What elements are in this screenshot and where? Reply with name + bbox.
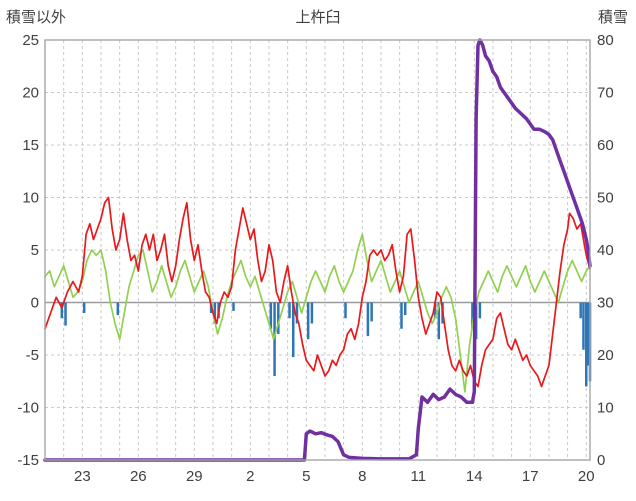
right-axis-tick: 50 [597,190,614,207]
chart-title: 上杵臼 [295,9,341,26]
x-axis-tick: 17 [522,468,539,485]
right-axis-tick: 20 [597,347,614,364]
right-axis-tick: 30 [597,295,614,312]
x-axis-tick: 14 [466,468,483,485]
right-axis-tick: 60 [597,137,614,154]
series-green-line [44,233,591,393]
plot-border [44,39,591,461]
left-axis-tick: -15 [17,452,39,469]
x-axis-tick: 2 [246,468,254,485]
x-axis-tick: 11 [410,468,426,485]
left-axis-tick: 0 [31,295,39,312]
right-axis-tick: 0 [597,452,605,469]
left-axis-title: 積雪以外 [6,9,67,26]
gridlines [45,39,590,460]
left-axis-tick: 15 [22,137,39,154]
x-axis-tick: 20 [578,468,595,485]
series-purple-snow-depth-line [43,38,592,462]
left-axis-tick: 5 [31,242,39,259]
right-axis-tick: 80 [597,32,614,49]
right-axis-tick: 40 [597,242,614,259]
x-axis-tick: 5 [302,468,310,485]
left-axis-tick: 20 [22,85,39,102]
left-axis-tick: -5 [26,347,39,364]
x-axis-tick: 8 [358,468,366,485]
series-red-line [44,196,591,388]
x-axis-tick: 26 [130,468,147,485]
right-axis-tick: 10 [597,400,614,417]
right-axis-title: 積雪 [597,9,628,26]
left-axis-tick: -10 [17,400,39,417]
x-axis-tick: 29 [186,468,203,485]
right-axis-tick: 70 [597,85,614,102]
x-axis-tick: 23 [74,468,91,485]
left-axis-tick: 25 [22,32,39,49]
left-axis-tick: 10 [22,190,39,207]
